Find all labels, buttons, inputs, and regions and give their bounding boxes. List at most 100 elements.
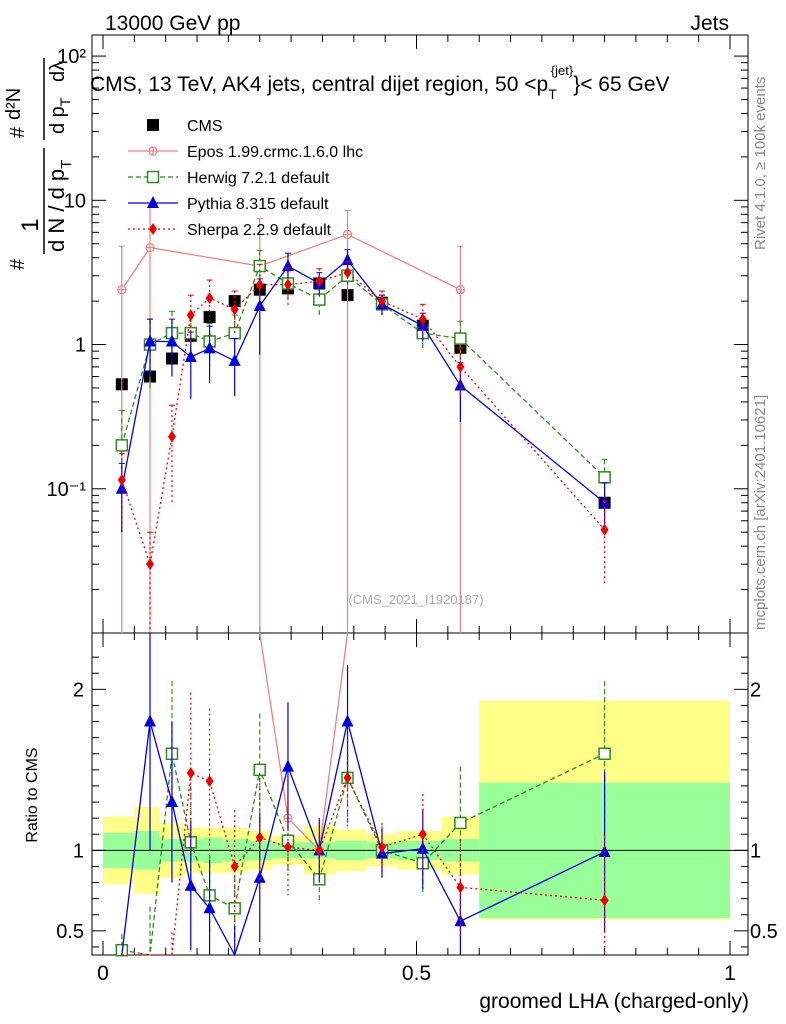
legend-label-herwig: Herwig 7.2.1 default xyxy=(187,170,330,187)
sherpa-ratio-point xyxy=(255,831,264,844)
xtick-label: 0.5 xyxy=(402,962,431,985)
sherpa-point xyxy=(418,313,427,326)
sherpa-point xyxy=(255,278,264,291)
sherpa-point xyxy=(315,275,324,288)
sherpa-ratio-point xyxy=(186,767,195,780)
ratio-ytick-label: 0.5 xyxy=(56,921,84,943)
xtick-label: 1 xyxy=(724,962,736,985)
ylabel-num: 1 xyxy=(17,218,44,231)
sherpa-point xyxy=(378,295,387,308)
pythia-point xyxy=(144,334,157,347)
ylabel-hash-2: # xyxy=(7,126,29,138)
herwig-ratio-point xyxy=(228,902,241,915)
pythia-ratio-point xyxy=(184,878,197,891)
sherpa-point xyxy=(283,278,292,291)
ylabel-den-sub: T xyxy=(58,160,75,169)
ratio-ytick-label-right: 2 xyxy=(750,679,761,701)
ylabel-dpt-sub: T xyxy=(57,97,73,106)
ytick-label-top: 10² xyxy=(57,46,86,68)
sherpa-point xyxy=(186,309,195,322)
y-axis-label-bottom: Ratio to CMS xyxy=(24,747,41,842)
pythia-ratio-point xyxy=(253,870,266,883)
pythia-ratio-point xyxy=(416,841,429,854)
sherpa-ratio-point xyxy=(378,841,387,854)
legend-marker-cms xyxy=(147,119,159,131)
plot-title-sup: {jet} xyxy=(551,63,574,78)
header-left: 13000 GeV pp xyxy=(105,12,240,35)
sherpa-ratio-point xyxy=(205,775,214,788)
ratio-ytick-label-right: 0.5 xyxy=(750,921,778,943)
herwig-ratio-point xyxy=(598,747,611,760)
legend-label-pythia: Pythia 8.315 default xyxy=(187,196,329,213)
sherpa-ratio-point xyxy=(315,844,324,857)
xtick-label: 0 xyxy=(97,962,109,985)
pythia-ratio-line xyxy=(121,721,605,957)
sherpa-point xyxy=(456,360,465,373)
watermark: (CMS_2021_I1920187) xyxy=(348,592,483,607)
herwig-point xyxy=(598,471,611,484)
sherpa-point xyxy=(600,523,609,536)
legend-marker-pythia xyxy=(147,196,159,208)
rivet-label: Rivet 4.1.0, ≥ 100k events xyxy=(752,77,769,250)
y-axis-label-top: # 1 d N / d pT # d²N d pT dλ xyxy=(3,58,75,270)
plot-title-tail: }< 65 GeV xyxy=(573,73,669,96)
cms-point xyxy=(203,311,216,324)
pythia-point xyxy=(165,334,178,347)
herwig-point xyxy=(454,332,467,345)
pythia-ratio-point xyxy=(203,901,216,914)
ylabel-den-text: d N / d p xyxy=(44,169,69,252)
legend-label-cms: CMS xyxy=(187,118,223,135)
sherpa-point xyxy=(343,266,352,279)
sherpa-ratio-point xyxy=(600,894,609,907)
herwig-point xyxy=(228,326,241,340)
pythia-point xyxy=(184,349,197,362)
pythia-ratio-point xyxy=(341,714,354,727)
plot-title: CMS, 13 TeV, AK4 jets, central dijet reg… xyxy=(90,63,670,102)
sherpa-point xyxy=(117,474,126,487)
herwig-ratio-point xyxy=(253,763,266,777)
x-axis-label: groomed LHA (charged-only) xyxy=(479,990,749,1013)
herwig-point xyxy=(115,439,129,452)
pythia-point xyxy=(228,353,241,366)
ylabel-d2n: d²N xyxy=(3,88,25,120)
ratio-bands xyxy=(103,700,730,920)
sherpa-ratio-point xyxy=(343,771,352,784)
legend-label-epos: Epos 1.99.crmc.1.6.0 lhc xyxy=(187,144,363,161)
pythia-ratio-point xyxy=(144,714,157,727)
sherpa-ratio-point xyxy=(230,860,239,873)
pythia-point xyxy=(203,341,216,354)
pythia-ratio-point xyxy=(281,759,294,772)
ylabel-hash: # xyxy=(7,258,29,270)
ylabel-dpt: d pT xyxy=(47,97,73,134)
axes: 10⁻¹ 1 10 10² 0.5 0.5 1 1 2 2 0 0.5 1 xyxy=(47,34,778,985)
sherpa-point xyxy=(167,430,176,443)
ylabel-dlambda: dλ xyxy=(47,61,69,82)
sherpa-ratio-point xyxy=(418,828,427,841)
sherpa-point xyxy=(146,558,155,571)
sherpa-point xyxy=(205,292,214,305)
sherpa-line xyxy=(121,271,606,565)
plot-title-main: CMS, 13 TeV, AK4 jets, central dijet reg… xyxy=(90,73,548,96)
ytick-label-top: 10 xyxy=(64,190,86,212)
bottom-frame xyxy=(91,632,749,956)
mcplots-label: mcplots.cern.ch [arXiv:2401.10621] xyxy=(752,395,769,630)
legend-marker-sherpa xyxy=(149,223,157,235)
ytick-label-top: 1 xyxy=(75,335,86,357)
ylabel-den: d N / d pT xyxy=(44,160,75,252)
legend: CMS Epos 1.99.crmc.1.6.0 lhc Herwig 7.2.1 … xyxy=(128,118,363,239)
herwig-ratio-point xyxy=(454,816,467,830)
sherpa-ratio-point xyxy=(283,841,292,854)
herwig-line xyxy=(121,265,606,478)
ytick-label-top: 10⁻¹ xyxy=(47,479,87,501)
sherpa-ratio-point xyxy=(456,881,465,894)
herwig-ratio-line xyxy=(121,753,605,956)
sherpa-point xyxy=(230,303,239,316)
data-marks xyxy=(115,206,611,957)
epos-ratio-line xyxy=(259,632,349,852)
ratio-ytick-label-right: 1 xyxy=(750,840,761,862)
ylabel-dpt-text: d p xyxy=(47,106,69,134)
pythia-ratio-point xyxy=(165,795,178,808)
header-right: Jets xyxy=(690,12,729,35)
legend-marker-herwig xyxy=(146,170,160,184)
